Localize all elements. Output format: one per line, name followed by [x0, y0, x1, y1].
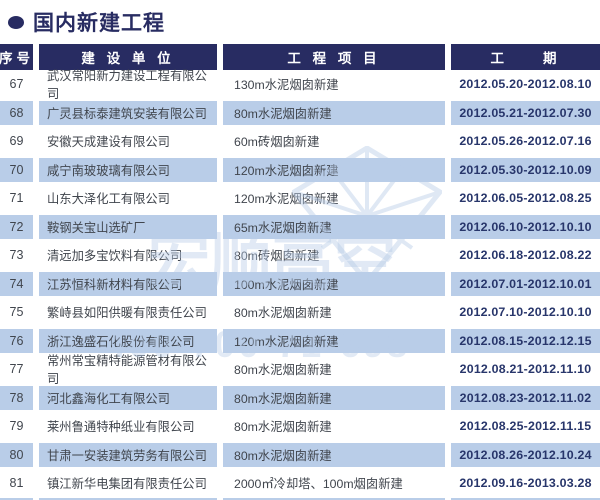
row-company: 莱州鲁通特种纸业有限公司	[47, 420, 195, 435]
row-no: 81	[9, 476, 24, 491]
row-project: 80m水泥烟囱新建	[223, 100, 445, 125]
row-project: 120m水泥烟囱新建	[223, 157, 445, 182]
section-title-row: 国内新建工程	[0, 0, 600, 44]
table-row: 74 江苏恒科新材料有限公司 100m水泥烟囱新建 2012.07.01-201…	[0, 270, 600, 299]
table-row: 77 常州常宝精特能源管材有限公司 80m水泥烟囱新建 2012.08.21-2…	[0, 354, 600, 387]
row-company: 甘肃一安装建筑劳务有限公司	[39, 442, 217, 467]
page-title: 国内新建工程	[33, 12, 165, 35]
table-row: 71 山东大泽化工有限公司 120m水泥烟囱新建 2012.06.05-2012…	[0, 184, 600, 213]
row-period: 2012.08.25-2012.11.15	[459, 419, 592, 434]
row-period: 2012.07.01-2012.10.01	[451, 271, 600, 296]
row-project: 120m水泥烟囱新建	[223, 328, 445, 353]
row-period: 2012.08.15-2012.12.15	[451, 328, 600, 353]
header-col-no: 序号	[0, 44, 33, 70]
table-header: 序号 建 设 单 位 工 程 项 目 工 期	[0, 44, 600, 70]
row-no: 78	[0, 385, 33, 410]
row-period: 2012.07.10-2012.10.10	[459, 305, 592, 320]
row-no: 77	[9, 362, 24, 377]
bullet-icon	[8, 15, 24, 29]
row-project: 120m水泥烟囱新建	[234, 192, 339, 207]
row-project: 80m水泥烟囱新建	[234, 420, 332, 435]
row-company: 鞍钢关宝山选矿厂	[39, 214, 217, 239]
row-company: 咸宁南玻玻璃有限公司	[39, 157, 217, 182]
table-row: 70 咸宁南玻玻璃有限公司 120m水泥烟囱新建 2012.05.30-2012…	[0, 156, 600, 185]
row-company: 清远加多宝饮料有限公司	[47, 249, 183, 264]
row-period: 2012.06.18-2012.08.22	[459, 248, 592, 263]
table-body: 67 武汉常阳新力建设工程有限公司 130m水泥烟囱新建 2012.05.20-…	[0, 69, 600, 498]
row-period: 2012.06.05-2012.08.25	[459, 191, 592, 206]
row-company: 浙江逸盛石化股份有限公司	[39, 328, 217, 353]
row-project: 80m砖烟囱新建	[234, 249, 320, 264]
row-period: 2012.05.20-2012.08.10	[459, 77, 592, 92]
row-period: 2012.05.30-2012.10.09	[451, 157, 600, 182]
row-no: 72	[0, 214, 33, 239]
row-no: 75	[9, 305, 24, 320]
row-project: 65m水泥烟囱新建	[223, 214, 445, 239]
row-period: 2012.09.16-2013.03.28	[459, 476, 592, 491]
row-project: 80m水泥烟囱新建	[223, 385, 445, 410]
row-company: 常州常宝精特能源管材有限公司	[47, 354, 207, 387]
row-no: 70	[0, 157, 33, 182]
table-row: 75 繁峙县如阳供暖有限责任公司 80m水泥烟囱新建 2012.07.10-20…	[0, 298, 600, 327]
row-period: 2012.08.21-2012.11.10	[459, 362, 592, 377]
row-company: 武汉常阳新力建设工程有限公司	[47, 69, 207, 102]
row-period: 2012.05.21-2012.07.30	[451, 100, 600, 125]
row-project: 130m水泥烟囱新建	[234, 78, 339, 93]
row-company: 镇江新华电集团有限责任公司	[47, 477, 207, 492]
row-no: 68	[0, 100, 33, 125]
row-company: 江苏恒科新材料有限公司	[39, 271, 217, 296]
next-row-partial-stripe	[0, 497, 600, 500]
row-period: 2012.08.23-2012.11.02	[451, 385, 600, 410]
row-project: 80m水泥烟囱新建	[223, 442, 445, 467]
row-no: 69	[9, 134, 24, 149]
table-row: 69 安徽天成建设有限公司 60m砖烟囱新建 2012.05.26-2012.0…	[0, 127, 600, 156]
table-row: 81 镇江新华电集团有限责任公司 2000㎡冷却塔、100m烟囱新建 2012.…	[0, 469, 600, 498]
row-period: 2012.06.10-2012.10.10	[451, 214, 600, 239]
row-company: 安徽天成建设有限公司	[47, 135, 170, 150]
row-no: 67	[9, 77, 24, 92]
row-project: 80m水泥烟囱新建	[234, 306, 332, 321]
row-no: 76	[0, 328, 33, 353]
row-project: 100m水泥烟囱新建	[223, 271, 445, 296]
row-no: 74	[0, 271, 33, 296]
row-company: 山东大泽化工有限公司	[47, 192, 170, 207]
table-row: 79 莱州鲁通特种纸业有限公司 80m水泥烟囱新建 2012.08.25-201…	[0, 412, 600, 441]
header-col-project: 工 程 项 目	[223, 44, 445, 70]
table-row: 68 广灵县标泰建筑安装有限公司 80m水泥烟囱新建 2012.05.21-20…	[0, 99, 600, 128]
row-project: 2000㎡冷却塔、100m烟囱新建	[234, 477, 403, 492]
row-project: 60m砖烟囱新建	[234, 135, 320, 150]
header-col-period: 工 期	[451, 44, 600, 70]
row-no: 73	[9, 248, 24, 263]
row-company: 繁峙县如阳供暖有限责任公司	[47, 306, 207, 321]
table-row: 76 浙江逸盛石化股份有限公司 120m水泥烟囱新建 2012.08.15-20…	[0, 327, 600, 356]
row-company: 河北鑫海化工有限公司	[39, 385, 217, 410]
row-project: 80m水泥烟囱新建	[234, 363, 332, 378]
row-period: 2012.05.26-2012.07.16	[459, 134, 592, 149]
table-row: 73 清远加多宝饮料有限公司 80m砖烟囱新建 2012.06.18-2012.…	[0, 241, 600, 270]
table-row: 80 甘肃一安装建筑劳务有限公司 80m水泥烟囱新建 2012.08.26-20…	[0, 441, 600, 470]
row-company: 广灵县标泰建筑安装有限公司	[39, 100, 217, 125]
table-row: 67 武汉常阳新力建设工程有限公司 130m水泥烟囱新建 2012.05.20-…	[0, 69, 600, 102]
row-no: 79	[9, 419, 24, 434]
row-no: 71	[9, 191, 24, 206]
row-no: 80	[0, 442, 33, 467]
table-row: 78 河北鑫海化工有限公司 80m水泥烟囱新建 2012.08.23-2012.…	[0, 384, 600, 413]
table-row: 72 鞍钢关宝山选矿厂 65m水泥烟囱新建 2012.06.10-2012.10…	[0, 213, 600, 242]
row-period: 2012.08.26-2012.10.24	[451, 442, 600, 467]
header-col-company: 建 设 单 位	[39, 44, 217, 70]
